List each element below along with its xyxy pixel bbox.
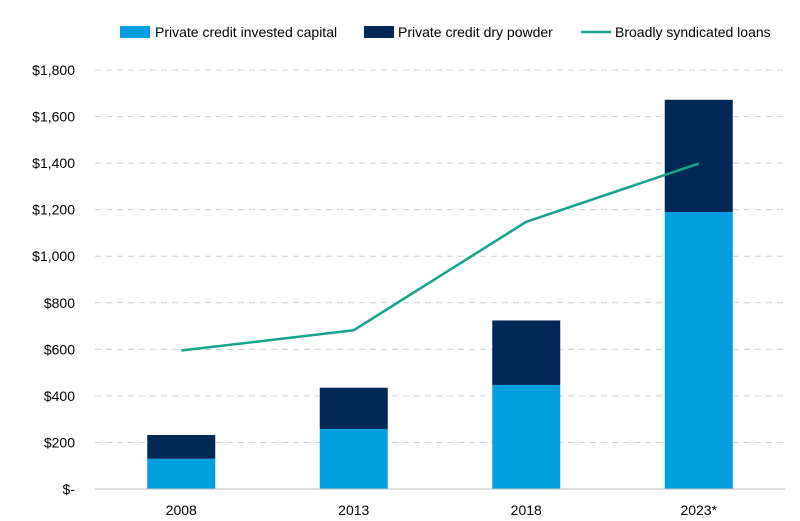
bar-private-credit-invested-capital-2018 xyxy=(492,384,561,489)
broadly-syndicated-loans-series xyxy=(181,162,700,352)
bar-private-credit-dry-powder-2013 xyxy=(319,387,388,429)
y-tick-label: $200 xyxy=(44,434,75,450)
y-tick-label: $1,400 xyxy=(32,155,75,171)
x-tick-label: 2008 xyxy=(166,502,197,518)
y-tick-label: $1,000 xyxy=(32,248,75,264)
y-tick-label: $1,200 xyxy=(32,202,75,218)
bar-private-credit-invested-capital-2008 xyxy=(147,458,216,489)
bar-private-credit-dry-powder-2018 xyxy=(492,320,561,385)
legend: Private credit invested capital Private … xyxy=(120,24,771,40)
y-tick-label: $- xyxy=(63,481,76,497)
x-tick-label: 2013 xyxy=(338,502,369,518)
legend-item-broadly-syndicated-loans: Broadly syndicated loans xyxy=(581,24,771,40)
bar-private-credit-invested-capital-2013 xyxy=(319,428,388,489)
legend-label-broadly-syndicated-loans: Broadly syndicated loans xyxy=(615,24,771,40)
legend-item-dry-powder: Private credit dry powder xyxy=(364,24,553,40)
legend-label-invested-capital: Private credit invested capital xyxy=(155,24,337,40)
legend-label-dry-powder: Private credit dry powder xyxy=(398,24,553,40)
legend-item-invested-capital: Private credit invested capital xyxy=(120,24,337,40)
y-tick-label: $600 xyxy=(44,341,75,357)
bars xyxy=(147,99,733,489)
legend-swatch-dry-powder xyxy=(364,26,394,38)
bar-private-credit-dry-powder-2023 xyxy=(664,99,733,212)
legend-swatch-invested-capital xyxy=(120,26,150,38)
y-tick-label: $800 xyxy=(44,295,75,311)
bar-private-credit-invested-capital-2023 xyxy=(664,211,733,489)
x-tick-label: 2023* xyxy=(680,502,717,518)
y-tick-label: $1,800 xyxy=(32,62,75,78)
y-axis: $- $200 $400 $600 $800 $1,000 $1,200 $1,400 $1,6… xyxy=(32,62,75,497)
line-broadly-syndicated-loans xyxy=(181,162,700,352)
y-tick-label: $400 xyxy=(44,388,75,404)
bar-private-credit-dry-powder-2008 xyxy=(147,434,216,459)
y-tick-label: $1,600 xyxy=(32,109,75,125)
x-tick-label: 2018 xyxy=(511,502,542,518)
x-axis: 2008 2013 2018 2023* xyxy=(166,502,718,518)
